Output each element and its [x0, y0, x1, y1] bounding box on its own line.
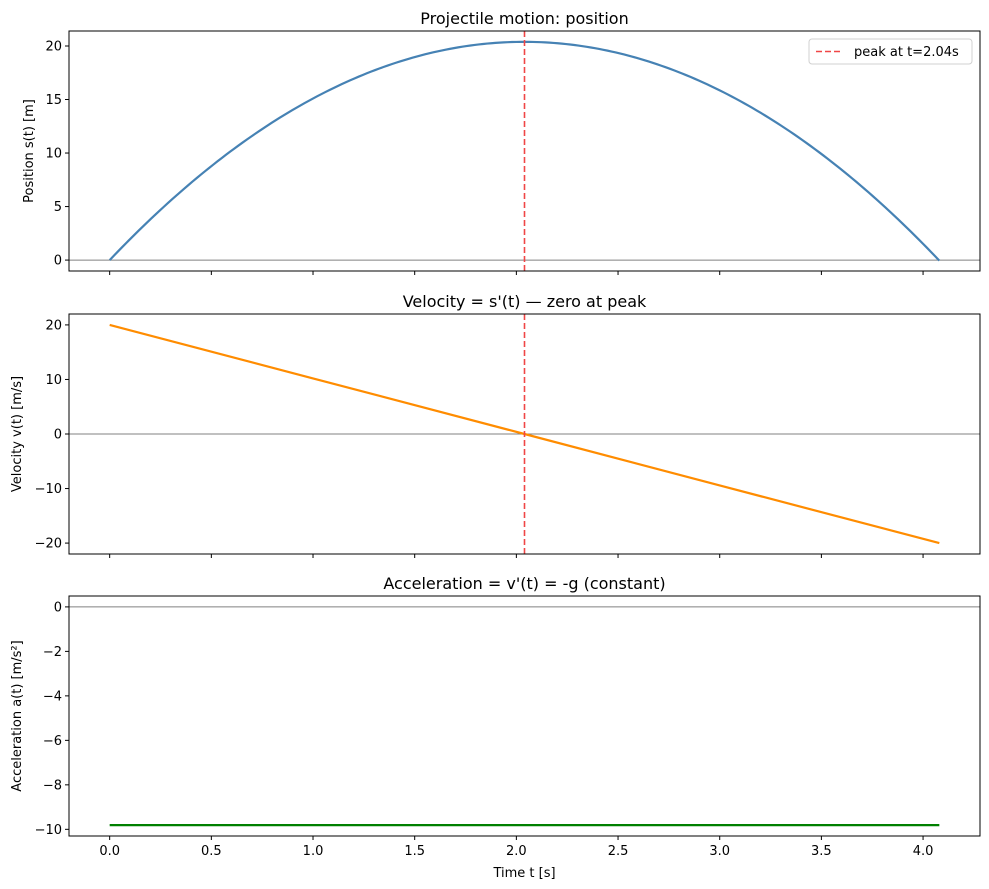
y-tick-label: −4 [43, 689, 62, 704]
subplot-title: Projectile motion: position [420, 9, 628, 28]
plot-area [69, 314, 980, 554]
legend: peak at t=2.04s [808, 38, 973, 65]
subplot-position: 0 5 10 15 20 Projectile motion: position Posit… [22, 9, 981, 275]
y-axis-label: Acceleration a(t) [m/s²] [10, 640, 25, 791]
y-axis-label: Velocity v(t) [m/s] [10, 376, 25, 492]
y-tick-label: −8 [43, 778, 62, 793]
legend-box [808, 38, 973, 65]
subplot-velocity: −20 −10 0 10 20 Velocity = s'(t) — zero at pe… [10, 292, 981, 558]
x-tick-label: 1.5 [404, 844, 425, 859]
x-tick-label: 1.0 [303, 844, 324, 859]
plot-area [69, 31, 980, 271]
y-tick-label: −20 [35, 537, 62, 552]
subplot-acceleration: 0.0 0.5 1.0 1.5 2.0 2.5 3.0 3.5 4.0 −10 −8 −6 −4 −2 0 A… [10, 574, 981, 881]
x-tick-label: 4.0 [913, 844, 934, 859]
axes-frame [68, 595, 981, 837]
x-tick-label: 3.5 [811, 844, 832, 859]
y-tick-label: 20 [45, 39, 62, 54]
legend-label: peak at t=2.04s [854, 45, 959, 60]
y-tick-label: 0 [54, 428, 62, 443]
subplot-title: Acceleration = v'(t) = -g (constant) [383, 574, 665, 593]
plot-area [69, 606, 980, 827]
x-tick-label: 0.5 [201, 844, 222, 859]
x-axis-label: Time t [s] [492, 866, 555, 881]
y-tick-label: 15 [45, 93, 62, 108]
subplot-title: Velocity = s'(t) — zero at peak [403, 292, 647, 311]
y-tick-label: 0 [54, 254, 62, 269]
y-tick-label: −2 [43, 645, 62, 660]
axes-frame [68, 30, 981, 272]
y-tick-label: −10 [35, 482, 62, 497]
y-tick-label: 10 [45, 373, 62, 388]
x-tick-label: 2.5 [608, 844, 629, 859]
y-tick-label: 0 [54, 600, 62, 615]
y-axis-label: Position s(t) [m] [22, 99, 37, 203]
x-tick-label: 3.0 [709, 844, 730, 859]
y-tick-label: 10 [45, 147, 62, 162]
y-tick-label: 5 [54, 200, 62, 215]
x-tick-label: 0.0 [99, 844, 120, 859]
x-tick-label: 2.0 [506, 844, 527, 859]
y-tick-label: −10 [35, 823, 62, 838]
y-tick-label: 20 [45, 318, 62, 333]
y-tick-label: −6 [43, 734, 62, 749]
